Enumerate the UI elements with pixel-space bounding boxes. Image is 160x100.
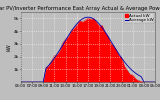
Title: Solar PV/Inverter Performance East Array Actual & Average Power Output: Solar PV/Inverter Performance East Array… (0, 6, 160, 11)
Legend: Actual kW, Average kW: Actual kW, Average kW (124, 13, 154, 23)
Y-axis label: kW: kW (7, 43, 12, 51)
